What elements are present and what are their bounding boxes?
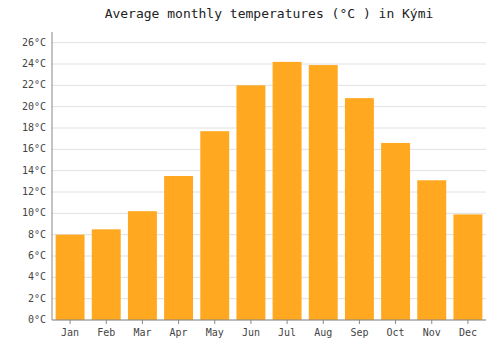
- x-tick-label: Jul: [278, 327, 296, 338]
- y-tick-label: 20°C: [22, 101, 46, 112]
- bar: [56, 235, 85, 320]
- x-tick-label: Aug: [314, 327, 332, 338]
- bar: [273, 62, 302, 320]
- y-axis: 0°C 2°C 4°C 6°C 8°C 10°C 12°C 14°C 16°C 18°C 20°C 2…: [22, 32, 52, 325]
- x-tick-label: Oct: [387, 327, 405, 338]
- x-tick: [178, 320, 179, 324]
- x-tick: [214, 320, 215, 324]
- x-tick-label: Mar: [133, 327, 151, 338]
- bar: [381, 143, 410, 320]
- x-tick: [467, 320, 468, 324]
- y-tick-label: 2°C: [28, 293, 46, 304]
- y-tick-label: 12°C: [22, 186, 46, 197]
- bar: [92, 229, 121, 320]
- bar: [200, 131, 229, 320]
- x-tick: [431, 320, 432, 324]
- y-axis-line: [52, 32, 53, 320]
- y-tick-label: 6°C: [28, 250, 46, 261]
- x-tick: [142, 320, 143, 324]
- chart: Average monthly temperatures (°C ) in Ký…: [0, 0, 500, 350]
- y-tick-label: 24°C: [22, 58, 46, 69]
- x-tick: [395, 320, 396, 324]
- x-tick-label: May: [206, 327, 224, 338]
- bars: [56, 62, 483, 320]
- grid-line: [52, 149, 486, 150]
- x-tick-label: Jun: [242, 327, 260, 338]
- bar: [453, 214, 482, 320]
- x-tick-label: Jan: [61, 327, 79, 338]
- bar: [236, 85, 265, 320]
- y-tick-label: 14°C: [22, 165, 46, 176]
- x-axis-line: [52, 320, 486, 321]
- x-tick-label: Apr: [170, 327, 188, 338]
- x-tick: [250, 320, 251, 324]
- y-tick-label: 18°C: [22, 122, 46, 133]
- bar: [128, 211, 157, 320]
- title: Average monthly temperatures (°C ) in Ký…: [105, 6, 434, 21]
- bar: [345, 98, 374, 320]
- y-tick-label: 10°C: [22, 207, 46, 218]
- grid-line: [52, 85, 486, 86]
- x-tick-label: Nov: [423, 327, 441, 338]
- bar: [417, 180, 446, 320]
- grid-line: [52, 320, 486, 321]
- grid-line: [52, 128, 486, 129]
- x-tick: [106, 320, 107, 324]
- y-tick-label: 0°C: [28, 314, 46, 325]
- y-tick-label: 8°C: [28, 229, 46, 240]
- x-tick: [323, 320, 324, 324]
- x-tick: [287, 320, 288, 324]
- x-tick: [359, 320, 360, 324]
- grid-line: [52, 170, 486, 171]
- x-axis: Jan Feb Mar Apr May Jun Jul Aug Sep Oct Nov Dec: [52, 320, 486, 338]
- grid-line: [52, 106, 486, 107]
- grid-line: [52, 64, 486, 65]
- y-tick-label: 26°C: [22, 37, 46, 48]
- x-tick-label: Sep: [350, 327, 368, 338]
- x-tick: [70, 320, 71, 324]
- y-tick-label: 4°C: [28, 271, 46, 282]
- bar: [164, 176, 193, 320]
- bar: [309, 65, 338, 320]
- grid-line: [52, 42, 486, 43]
- y-tick-label: 16°C: [22, 143, 46, 154]
- x-tick-label: Feb: [97, 327, 115, 338]
- y-tick-label: 22°C: [22, 79, 46, 90]
- grid: [52, 43, 486, 320]
- x-tick-label: Dec: [459, 327, 477, 338]
